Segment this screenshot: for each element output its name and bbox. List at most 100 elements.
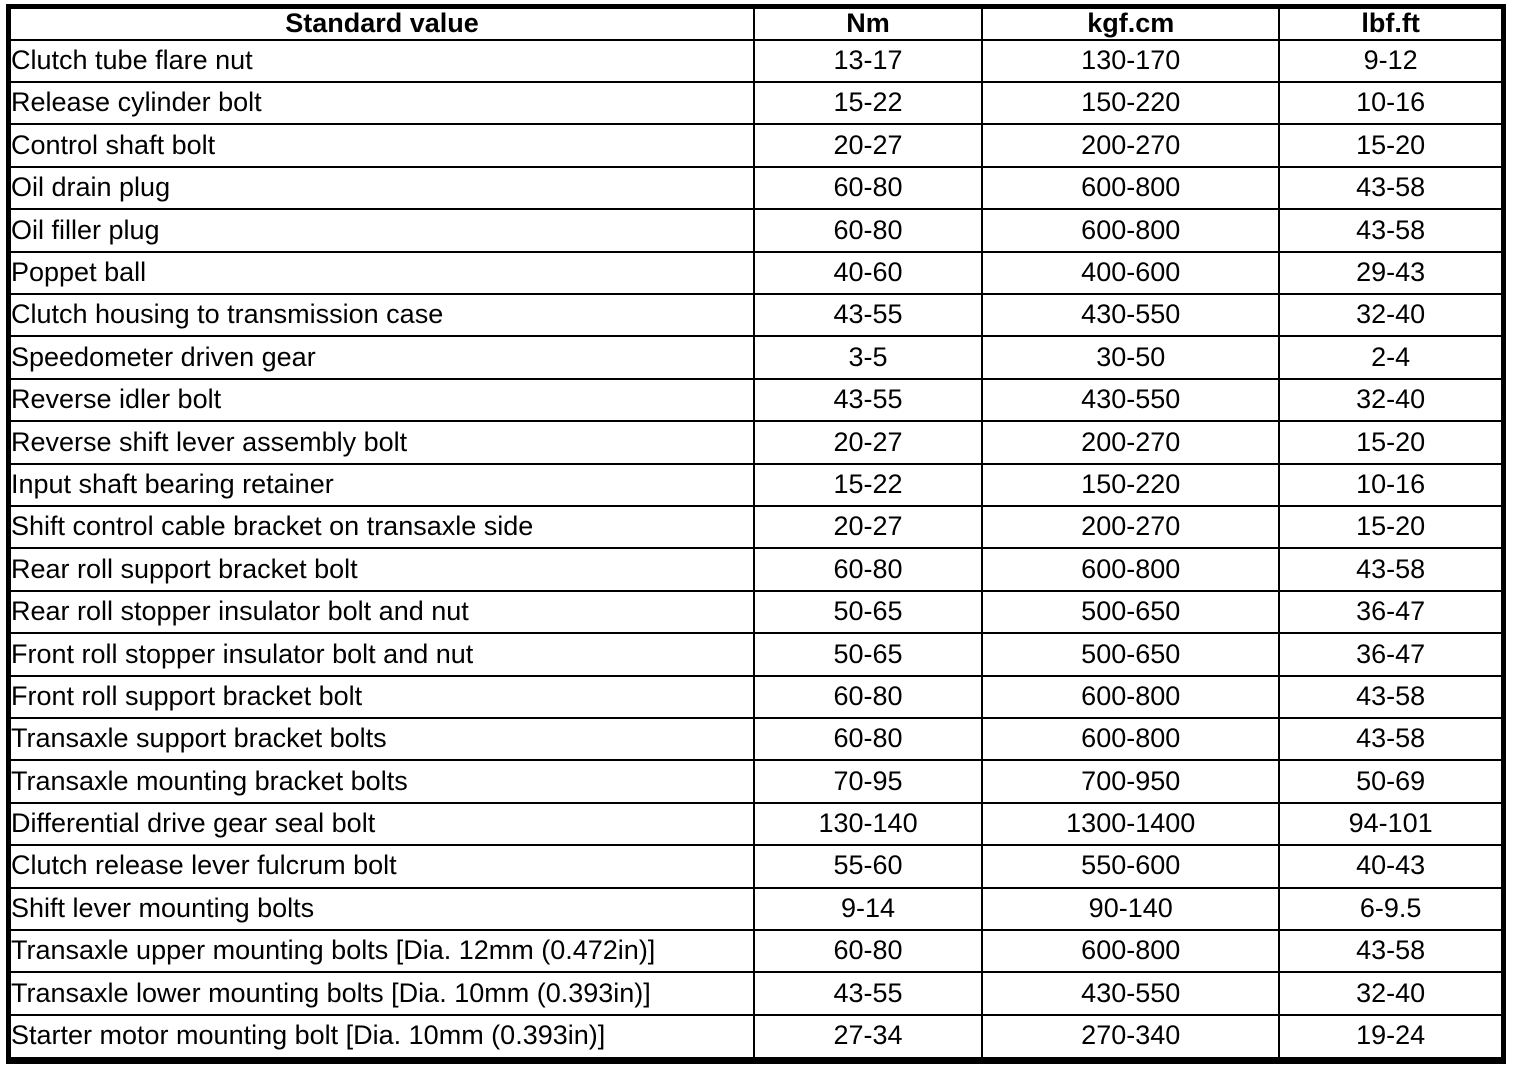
nm-value-cell: 9-14 bbox=[752, 886, 984, 931]
item-name-cell: Clutch housing to transmission case bbox=[7, 293, 755, 338]
nm-value-cell: 43-55 bbox=[752, 377, 984, 423]
item-name-cell: Release cylinder bolt bbox=[7, 81, 755, 126]
table-row: Differential drive gear seal bolt 130-140… bbox=[7, 801, 1505, 847]
col-header-nm: Nm bbox=[752, 5, 984, 41]
kgfcm-value-cell: 500-650 bbox=[981, 589, 1281, 635]
lbfft-value-cell: 32-40 bbox=[1278, 971, 1505, 1016]
table-row: Input shaft bearing retainer 15-22 150-220… bbox=[7, 462, 1505, 507]
item-name-cell: Clutch release lever fulcrum bolt bbox=[7, 844, 755, 889]
item-name-cell: Control shaft bolt bbox=[7, 123, 755, 168]
table-body: Clutch tube flare nut 13-17 130-170 9-12 Rel… bbox=[7, 38, 1505, 1062]
table-row: Poppet ball 40-60 400-600 29-43 bbox=[7, 250, 1505, 296]
lbfft-value-cell: 32-40 bbox=[1278, 293, 1505, 338]
item-name-cell: Differential drive gear seal bolt bbox=[7, 801, 755, 847]
lbfft-value-cell: 43-58 bbox=[1278, 165, 1505, 211]
lbfft-value-cell: 43-58 bbox=[1278, 674, 1505, 719]
nm-value-cell: 60-80 bbox=[752, 547, 984, 592]
kgfcm-value-cell: 130-170 bbox=[981, 38, 1281, 84]
table-row: Transaxle upper mounting bolts [Dia. 12m… bbox=[7, 928, 1505, 974]
table-row: Rear roll stopper insulator bolt and nut… bbox=[7, 589, 1505, 635]
nm-value-cell: 20-27 bbox=[752, 504, 984, 550]
kgfcm-value-cell: 600-800 bbox=[981, 547, 1281, 592]
lbfft-value-cell: 2-4 bbox=[1278, 335, 1505, 380]
item-name-cell: Transaxle mounting bracket bolts bbox=[7, 759, 755, 804]
lbfft-value-cell: 43-58 bbox=[1278, 716, 1505, 762]
table-row: Oil drain plug 60-80 600-800 43-58 bbox=[7, 165, 1505, 211]
nm-value-cell: 130-140 bbox=[752, 801, 984, 847]
kgfcm-value-cell: 600-800 bbox=[981, 928, 1281, 974]
lbfft-value-cell: 43-58 bbox=[1278, 928, 1505, 974]
nm-value-cell: 60-80 bbox=[752, 716, 984, 762]
nm-value-cell: 3-5 bbox=[752, 335, 984, 380]
item-name-cell: Shift lever mounting bolts bbox=[7, 886, 755, 931]
lbfft-value-cell: 43-58 bbox=[1278, 547, 1505, 592]
header-row: Standard value Nm kgf.cm lbf.ft bbox=[7, 5, 1505, 41]
nm-value-cell: 20-27 bbox=[752, 123, 984, 168]
table-row: Shift control cable bracket on transaxle… bbox=[7, 504, 1505, 550]
lbfft-value-cell: 29-43 bbox=[1278, 250, 1505, 296]
table-row: Reverse shift lever assembly bolt 20-27 20… bbox=[7, 420, 1505, 465]
item-name-cell: Transaxle support bracket bolts bbox=[7, 716, 755, 762]
kgfcm-value-cell: 400-600 bbox=[981, 250, 1281, 296]
table-row: Front roll stopper insulator bolt and nu… bbox=[7, 632, 1505, 677]
item-name-cell: Shift control cable bracket on transaxle… bbox=[7, 504, 755, 550]
kgfcm-value-cell: 90-140 bbox=[981, 886, 1281, 931]
item-name-cell: Oil filler plug bbox=[7, 208, 755, 253]
table-row: Clutch release lever fulcrum bolt 55-60 55… bbox=[7, 844, 1505, 889]
kgfcm-value-cell: 150-220 bbox=[981, 81, 1281, 126]
lbfft-value-cell: 19-24 bbox=[1278, 1013, 1505, 1062]
nm-value-cell: 60-80 bbox=[752, 928, 984, 974]
nm-value-cell: 50-65 bbox=[752, 632, 984, 677]
table-row: Release cylinder bolt 15-22 150-220 10-16 bbox=[7, 81, 1505, 126]
item-name-cell: Rear roll stopper insulator bolt and nut bbox=[7, 589, 755, 635]
nm-value-cell: 55-60 bbox=[752, 844, 984, 889]
col-header-lbfft: lbf.ft bbox=[1278, 5, 1505, 41]
nm-value-cell: 60-80 bbox=[752, 208, 984, 253]
table-row: Speedometer driven gear 3-5 30-50 2-4 bbox=[7, 335, 1505, 380]
lbfft-value-cell: 15-20 bbox=[1278, 123, 1505, 168]
table-row: Oil filler plug 60-80 600-800 43-58 bbox=[7, 208, 1505, 253]
item-name-cell: Reverse idler bolt bbox=[7, 377, 755, 423]
nm-value-cell: 60-80 bbox=[752, 165, 984, 211]
kgfcm-value-cell: 600-800 bbox=[981, 674, 1281, 719]
item-name-cell: Front roll stopper insulator bolt and nu… bbox=[7, 632, 755, 677]
item-name-cell: Transaxle upper mounting bolts [Dia. 12m… bbox=[7, 928, 755, 974]
table-row: Starter motor mounting bolt [Dia. 10mm (… bbox=[7, 1013, 1505, 1062]
kgfcm-value-cell: 1300-1400 bbox=[981, 801, 1281, 847]
item-name-cell: Front roll support bracket bolt bbox=[7, 674, 755, 719]
table-row: Reverse idler bolt 43-55 430-550 32-40 bbox=[7, 377, 1505, 423]
lbfft-value-cell: 36-47 bbox=[1278, 589, 1505, 635]
kgfcm-value-cell: 200-270 bbox=[981, 123, 1281, 168]
lbfft-value-cell: 6-9.5 bbox=[1278, 886, 1505, 931]
item-name-cell: Speedometer driven gear bbox=[7, 335, 755, 380]
table-row: Shift lever mounting bolts 9-14 90-140 6-9.… bbox=[7, 886, 1505, 931]
nm-value-cell: 50-65 bbox=[752, 589, 984, 635]
kgfcm-value-cell: 550-600 bbox=[981, 844, 1281, 889]
col-header-standard-value: Standard value bbox=[7, 5, 755, 41]
lbfft-value-cell: 15-20 bbox=[1278, 504, 1505, 550]
item-name-cell: Clutch tube flare nut bbox=[7, 38, 755, 84]
col-header-kgfcm: kgf.cm bbox=[981, 5, 1281, 41]
lbfft-value-cell: 36-47 bbox=[1278, 632, 1505, 677]
item-name-cell: Oil drain plug bbox=[7, 165, 755, 211]
item-name-cell: Transaxle lower mounting bolts [Dia. 10m… bbox=[7, 971, 755, 1016]
lbfft-value-cell: 50-69 bbox=[1278, 759, 1505, 804]
lbfft-value-cell: 9-12 bbox=[1278, 38, 1505, 84]
item-name-cell: Reverse shift lever assembly bolt bbox=[7, 420, 755, 465]
nm-value-cell: 20-27 bbox=[752, 420, 984, 465]
nm-value-cell: 27-34 bbox=[752, 1013, 984, 1062]
manual-page: Standard value Nm kgf.cm lbf.ft Clutch t… bbox=[0, 4, 1520, 1072]
item-name-cell: Poppet ball bbox=[7, 250, 755, 296]
kgfcm-value-cell: 600-800 bbox=[981, 716, 1281, 762]
lbfft-value-cell: 32-40 bbox=[1278, 377, 1505, 423]
kgfcm-value-cell: 150-220 bbox=[981, 462, 1281, 507]
kgfcm-value-cell: 30-50 bbox=[981, 335, 1281, 380]
kgfcm-value-cell: 200-270 bbox=[981, 504, 1281, 550]
table-row: Front roll support bracket bolt 60-80 600-… bbox=[7, 674, 1505, 719]
nm-value-cell: 13-17 bbox=[752, 38, 984, 84]
kgfcm-value-cell: 500-650 bbox=[981, 632, 1281, 677]
nm-value-cell: 43-55 bbox=[752, 293, 984, 338]
kgfcm-value-cell: 270-340 bbox=[981, 1013, 1281, 1062]
lbfft-value-cell: 94-101 bbox=[1278, 801, 1505, 847]
table-row: Transaxle lower mounting bolts [Dia. 10m… bbox=[7, 971, 1505, 1016]
